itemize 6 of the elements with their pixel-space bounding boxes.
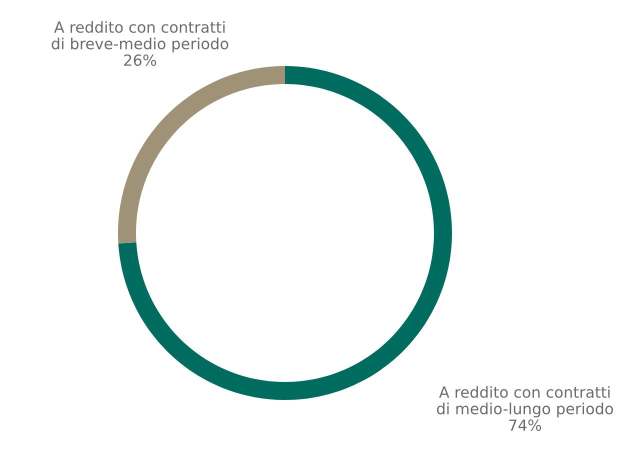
- donut-slice: [118, 66, 285, 244]
- donut-slice: [118, 66, 452, 400]
- slice-label: A reddito con contratti di medio-lungo periodo: [436, 386, 614, 418]
- slice-label: A reddito con contratti di breve-medio periodo: [52, 21, 228, 52]
- data-label: 74%: [509, 419, 542, 431]
- data-label: 26%: [124, 54, 156, 66]
